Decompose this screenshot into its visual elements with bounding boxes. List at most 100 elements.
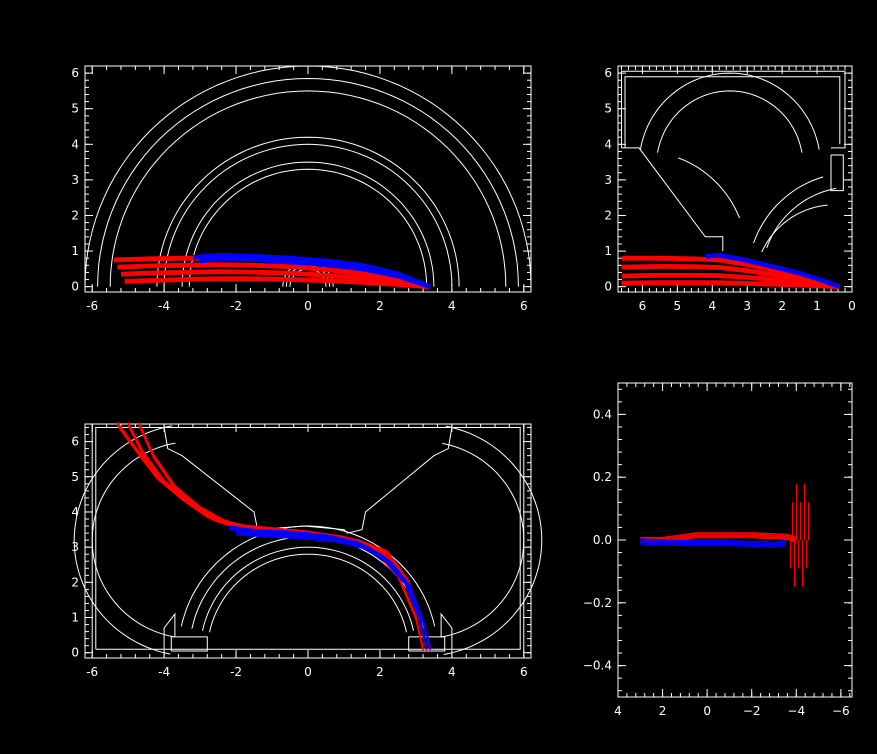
x-tick-label: −4 <box>787 704 805 718</box>
y-tick-label: 5 <box>604 102 612 116</box>
y-tick-label: 1 <box>71 244 79 258</box>
y-tick-label: 3 <box>71 540 79 554</box>
side-arc <box>91 442 176 638</box>
series-line <box>192 254 431 288</box>
series-line <box>640 532 797 539</box>
vessel-wall <box>163 427 453 534</box>
coil-arc <box>753 176 824 244</box>
series-line <box>117 263 431 288</box>
x-tick-label: 4 <box>708 299 716 313</box>
x-tick-label: 4 <box>448 299 456 313</box>
series-line <box>621 284 840 290</box>
vessel-wall <box>621 147 724 252</box>
panel-top-left: -6 -4 -2 0 2 4 6 0 1 2 3 4 5 6 <box>71 65 532 313</box>
series-line <box>124 280 431 290</box>
series-line <box>705 252 841 286</box>
x-tick-label: -2 <box>230 299 242 313</box>
x-tick-label: 0 <box>848 299 856 313</box>
series-line <box>236 530 431 646</box>
x-tick-label: 2 <box>376 665 384 679</box>
series-line <box>621 281 840 287</box>
vessel-wall <box>440 612 453 650</box>
field-arc <box>84 65 532 287</box>
x-tick-label: 6 <box>520 299 528 313</box>
series-line <box>117 263 431 287</box>
series-line <box>621 280 840 286</box>
x-tick-label: 4 <box>614 704 622 718</box>
field-arc <box>109 90 507 287</box>
series-line <box>120 271 431 288</box>
vessel-wall <box>624 76 841 148</box>
x-tick-label: 2 <box>659 704 667 718</box>
x-tick-label: 5 <box>674 299 682 313</box>
y-tick-label: 4 <box>71 137 79 151</box>
series-line <box>228 525 428 646</box>
x-tick-label: 0 <box>703 704 711 718</box>
panel-bottom-right: 4 2 0 −2 −4 −6 −0.4 −0.2 0.0 0.2 0.4 <box>583 382 853 718</box>
x-tick-label: 6 <box>639 299 647 313</box>
y-tick-label: 1 <box>604 244 612 258</box>
y-tick-label: 6 <box>604 66 612 80</box>
x-tick-label: 2 <box>376 299 384 313</box>
vessel-wall <box>621 70 846 149</box>
panel-bottom-left: -6 -4 -2 0 2 4 6 0 1 2 3 4 5 6 <box>71 421 543 679</box>
x-tick-label: -4 <box>158 665 170 679</box>
y-tick-label: 5 <box>71 470 79 484</box>
series-line <box>621 283 840 289</box>
series-line <box>640 538 786 543</box>
vessel-wall <box>830 154 844 192</box>
x-tick-label: -2 <box>230 665 242 679</box>
coil-arc <box>678 157 741 219</box>
series-line <box>621 273 840 287</box>
series-line <box>120 271 431 289</box>
series-line <box>200 260 431 290</box>
series-line <box>640 541 786 546</box>
y-tick-label: 6 <box>71 435 79 449</box>
dome-inner <box>657 90 803 153</box>
x-tick-label: −2 <box>743 704 761 718</box>
series-line <box>640 542 786 547</box>
y-tick-label: 3 <box>604 173 612 187</box>
y-tick-label: 0 <box>604 280 612 294</box>
y-tick-label: 0.4 <box>593 407 612 421</box>
series-line <box>120 269 431 286</box>
side-arc <box>73 425 173 655</box>
y-tick-label: 2 <box>71 208 79 222</box>
vessel-wall <box>163 612 176 650</box>
series-line <box>200 258 431 288</box>
field-arc <box>163 143 453 287</box>
plot-frame <box>617 65 853 293</box>
y-tick-label: 0.0 <box>593 533 612 547</box>
side-arc <box>443 425 543 655</box>
field-arc <box>188 168 428 287</box>
series-line <box>640 534 797 541</box>
y-tick-label: 0 <box>71 646 79 660</box>
x-tick-label: 2 <box>778 299 786 313</box>
series-line <box>200 257 431 287</box>
y-tick-label: −0.4 <box>583 659 612 673</box>
series-line <box>124 279 431 289</box>
series-line <box>705 255 841 289</box>
x-tick-label: 0 <box>304 665 312 679</box>
series-line <box>705 256 841 290</box>
series-line <box>124 277 431 287</box>
vessel-wall <box>170 636 208 652</box>
dome-outer <box>639 72 820 150</box>
panel-top-right: 6 5 4 3 2 1 0 0 1 2 3 4 5 6 <box>604 65 856 313</box>
series-line <box>640 539 786 545</box>
side-arc <box>440 442 525 638</box>
coil-arc <box>761 204 828 253</box>
inner-arc <box>209 553 407 633</box>
field-arc <box>181 161 435 287</box>
y-tick-label: −0.2 <box>583 596 612 610</box>
inner-arc <box>202 546 414 631</box>
y-tick-label: 5 <box>71 102 79 116</box>
series-line <box>192 253 431 287</box>
y-tick-label: 2 <box>71 575 79 589</box>
series-line <box>124 276 431 286</box>
series-line <box>192 252 431 286</box>
series-line <box>120 270 431 287</box>
y-tick-label: 0.2 <box>593 470 612 484</box>
x-tick-label: −6 <box>832 704 850 718</box>
